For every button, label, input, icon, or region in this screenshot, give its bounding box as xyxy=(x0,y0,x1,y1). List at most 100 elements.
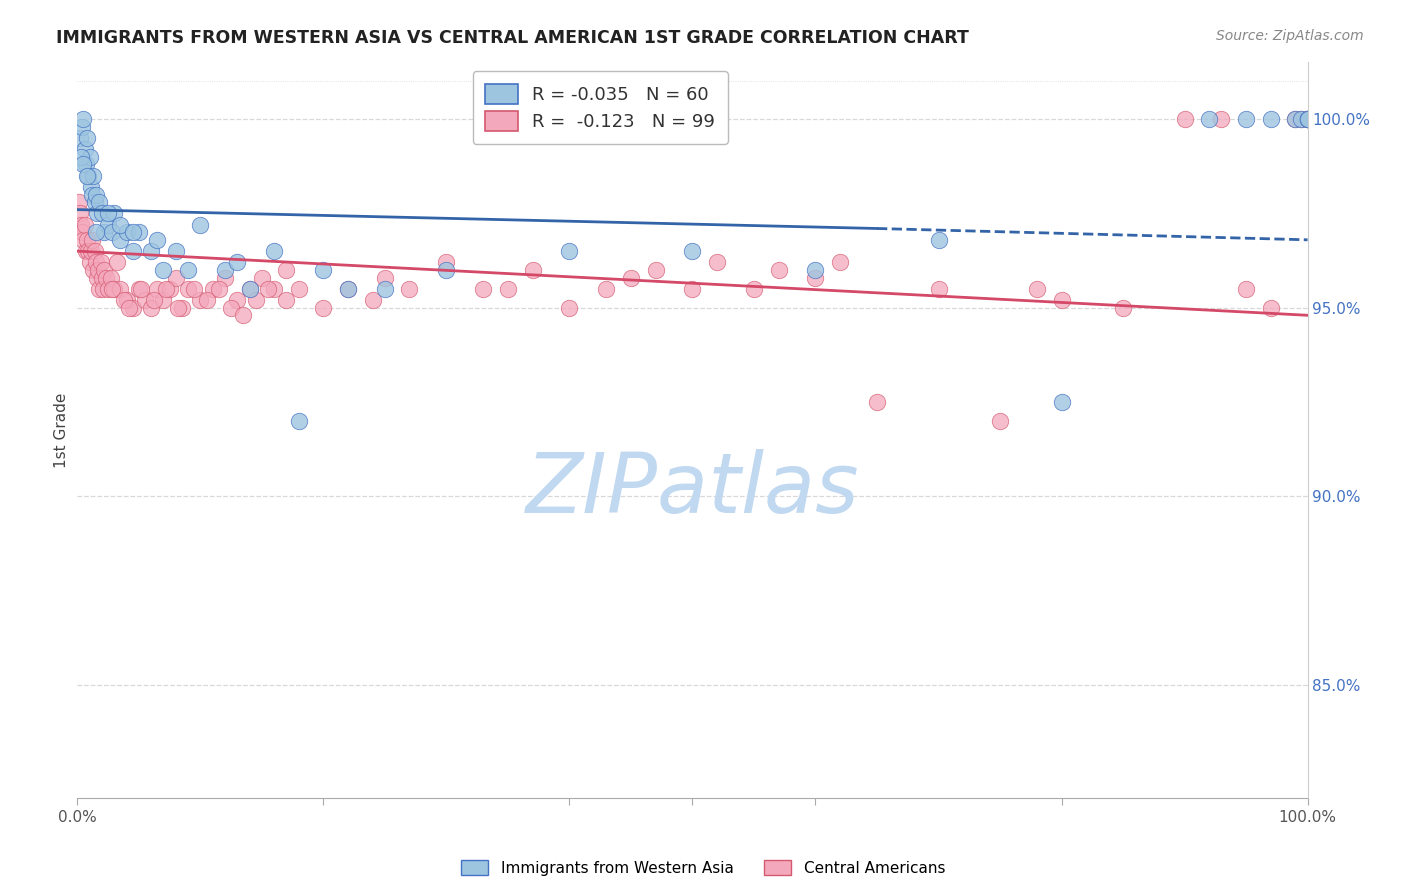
Point xyxy=(77,169,100,183)
Point xyxy=(1296,112,1319,126)
Point xyxy=(121,301,143,315)
Point xyxy=(1296,112,1319,126)
Point xyxy=(97,218,120,232)
Point xyxy=(1296,112,1319,126)
Point xyxy=(1234,112,1257,126)
Point xyxy=(496,282,519,296)
Point xyxy=(70,218,93,232)
Point xyxy=(250,270,273,285)
Point xyxy=(170,301,193,315)
Point xyxy=(70,120,93,134)
Legend: Immigrants from Western Asia, Central Americans: Immigrants from Western Asia, Central Am… xyxy=(454,854,952,881)
Point xyxy=(103,206,125,220)
Point xyxy=(100,270,122,285)
Point xyxy=(141,244,163,259)
Point xyxy=(239,282,262,296)
Point xyxy=(82,233,104,247)
Point xyxy=(103,282,125,296)
Point xyxy=(337,282,360,296)
Point xyxy=(208,282,231,296)
Point xyxy=(90,270,114,285)
Point xyxy=(77,244,100,259)
Point xyxy=(558,244,581,259)
Point xyxy=(80,180,103,194)
Point xyxy=(436,255,458,269)
Point xyxy=(1296,112,1319,126)
Point xyxy=(84,255,107,269)
Point xyxy=(337,282,360,296)
Point xyxy=(101,225,124,239)
Point xyxy=(80,244,103,259)
Point xyxy=(190,293,212,308)
Point xyxy=(682,244,704,259)
Point xyxy=(226,255,249,269)
Point xyxy=(830,255,852,269)
Point xyxy=(115,225,138,239)
Point xyxy=(70,150,93,164)
Point xyxy=(76,233,98,247)
Point xyxy=(1296,112,1319,126)
Point xyxy=(866,395,889,409)
Point xyxy=(84,225,107,239)
Point xyxy=(177,263,200,277)
Point xyxy=(93,263,115,277)
Point xyxy=(1296,112,1319,126)
Point xyxy=(595,282,617,296)
Text: ZIPatlas: ZIPatlas xyxy=(526,449,859,530)
Point xyxy=(115,293,138,308)
Point xyxy=(742,282,765,296)
Point xyxy=(1291,112,1313,126)
Point xyxy=(110,218,132,232)
Point xyxy=(86,206,108,220)
Point xyxy=(682,282,704,296)
Point xyxy=(146,282,169,296)
Point xyxy=(110,233,132,247)
Point xyxy=(988,414,1011,428)
Point xyxy=(97,282,120,296)
Point xyxy=(1174,112,1197,126)
Point xyxy=(1296,112,1319,126)
Point xyxy=(214,263,236,277)
Point xyxy=(152,293,174,308)
Point xyxy=(134,293,156,308)
Point xyxy=(97,206,120,220)
Point xyxy=(804,270,827,285)
Point xyxy=(1050,395,1073,409)
Point xyxy=(288,282,311,296)
Point xyxy=(706,255,728,269)
Point xyxy=(1284,112,1306,126)
Point xyxy=(804,263,827,277)
Point xyxy=(288,414,311,428)
Point xyxy=(90,206,114,220)
Point xyxy=(1284,112,1306,126)
Point xyxy=(257,282,280,296)
Point xyxy=(312,263,335,277)
Point xyxy=(276,263,298,277)
Point xyxy=(79,150,101,164)
Point xyxy=(1260,301,1282,315)
Point xyxy=(87,263,110,277)
Point xyxy=(79,255,101,269)
Point xyxy=(131,282,153,296)
Point xyxy=(73,218,96,232)
Point xyxy=(82,169,104,183)
Point xyxy=(142,293,165,308)
Point xyxy=(620,270,643,285)
Point xyxy=(105,255,128,269)
Point xyxy=(76,169,98,183)
Point xyxy=(1296,112,1319,126)
Y-axis label: 1st Grade: 1st Grade xyxy=(53,392,69,468)
Point xyxy=(128,282,150,296)
Point xyxy=(112,293,135,308)
Point xyxy=(644,263,666,277)
Point xyxy=(239,282,262,296)
Point xyxy=(121,225,143,239)
Point xyxy=(72,233,94,247)
Point xyxy=(83,195,105,210)
Point xyxy=(75,244,97,259)
Point xyxy=(232,308,254,322)
Point xyxy=(558,301,581,315)
Point xyxy=(72,112,94,126)
Point xyxy=(1291,112,1313,126)
Point xyxy=(1026,282,1049,296)
